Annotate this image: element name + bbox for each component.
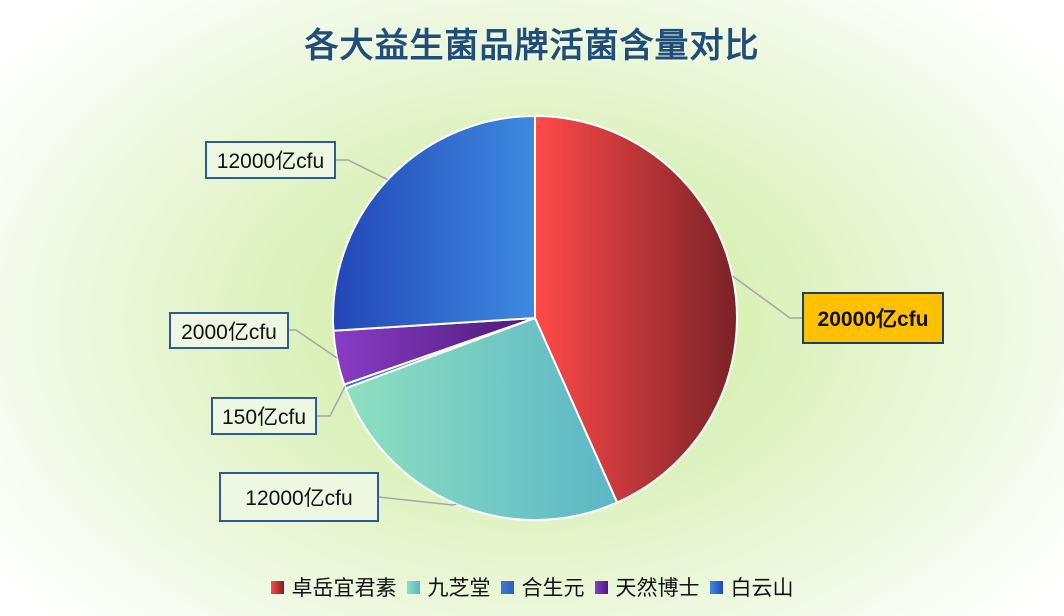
leader-line-3 xyxy=(317,386,346,417)
legend-swatch xyxy=(709,580,723,594)
leader-line-1 xyxy=(732,275,802,319)
legend-label: 白云山 xyxy=(730,576,794,600)
pie-slice-1 xyxy=(534,114,738,504)
legend-item-1: 卓岳宜君素 xyxy=(270,572,397,602)
legend-label: 九芝堂 xyxy=(427,576,491,600)
legend: 卓岳宜君素 九芝堂 合生元 天然博士 白云山 xyxy=(0,572,1064,602)
legend-swatch xyxy=(270,580,284,594)
data-label-3: 150亿cfu xyxy=(211,397,317,435)
data-label-4: 2000亿cfu xyxy=(169,312,289,349)
data-label-2: 12000亿cfu xyxy=(219,472,379,522)
legend-item-3: 合生元 xyxy=(500,572,585,602)
legend-label: 合生元 xyxy=(521,576,585,600)
leader-line-5 xyxy=(336,159,389,181)
data-label-1: 20000亿cfu xyxy=(802,292,944,344)
leader-line-4 xyxy=(289,329,338,359)
legend-label: 天然博士 xyxy=(615,576,700,600)
pie-slice-5 xyxy=(332,114,536,332)
leader-line-2 xyxy=(378,496,457,506)
chart-title: 各大益生菌品牌活菌含量对比 xyxy=(304,26,760,66)
legend-swatch xyxy=(500,580,514,594)
legend-swatch xyxy=(406,580,420,594)
legend-item-2: 九芝堂 xyxy=(406,572,491,602)
legend-item-4: 天然博士 xyxy=(594,572,700,602)
legend-label: 卓岳宜君素 xyxy=(291,576,397,600)
legend-item-5: 白云山 xyxy=(709,572,794,602)
legend-swatch xyxy=(594,580,608,594)
data-label-5: 12000亿cfu xyxy=(205,141,336,179)
